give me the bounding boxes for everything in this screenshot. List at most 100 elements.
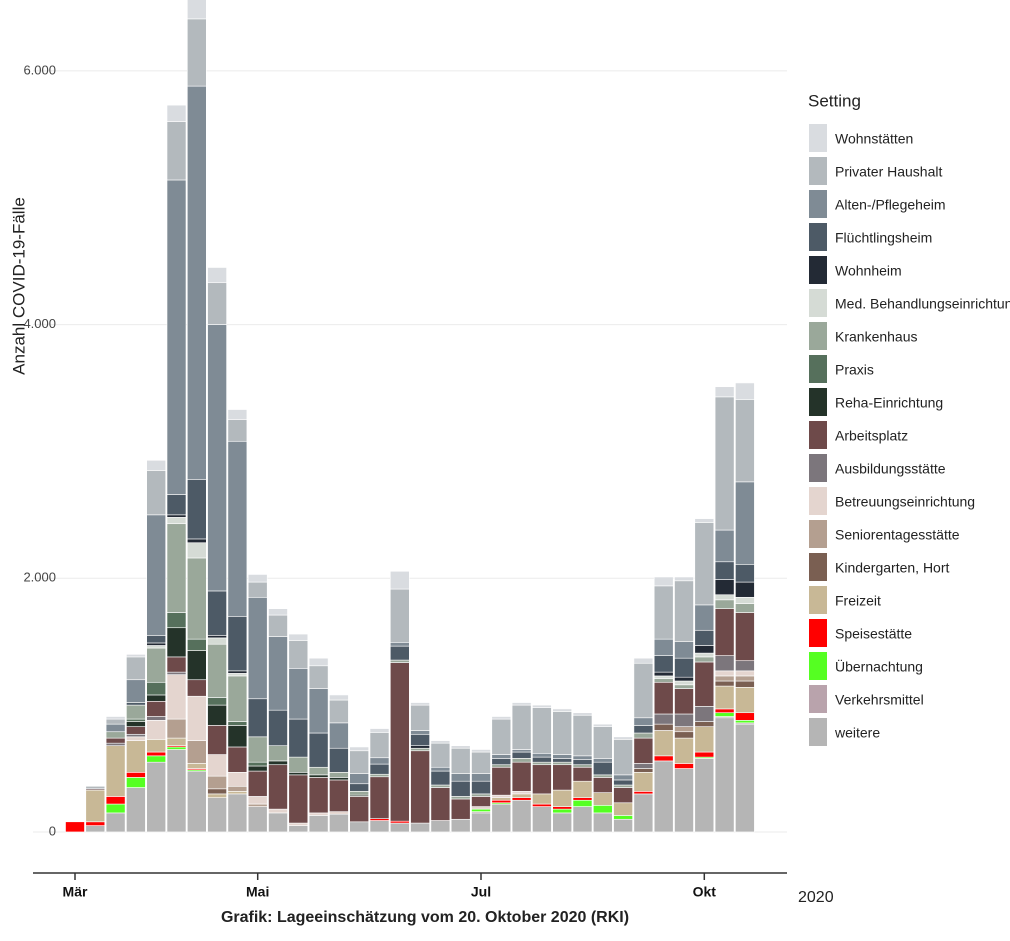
bar-segment	[146, 645, 166, 649]
bar-segment	[247, 796, 268, 805]
bar-segment	[613, 802, 633, 816]
bar-segment	[714, 594, 735, 601]
bar-segment	[207, 754, 227, 777]
bar-segment	[288, 640, 309, 669]
bar-segment	[329, 747, 349, 773]
bar-segment	[674, 657, 694, 678]
bar-segment	[349, 750, 370, 774]
bar-segment	[633, 763, 654, 769]
bar-segment	[714, 608, 735, 656]
bar-segment	[491, 764, 512, 768]
bar-segment	[105, 745, 126, 797]
bar-segment	[410, 822, 430, 833]
bar-segment	[674, 641, 694, 659]
bar-segment	[329, 772, 349, 778]
bar-segment	[511, 704, 532, 750]
bar-segment	[166, 612, 187, 629]
legend-label: Flüchtlingsheim	[835, 230, 932, 246]
legend-swatch	[809, 421, 827, 449]
bar-segment	[694, 518, 715, 523]
bar-segment	[207, 797, 227, 833]
bar-segment	[572, 759, 593, 766]
legend-swatch	[809, 652, 827, 680]
bar-segment	[105, 737, 126, 744]
bar-segment	[227, 721, 248, 726]
bar-segment	[633, 662, 654, 719]
bar-segment	[633, 657, 654, 664]
bar-segment	[592, 805, 613, 814]
bar-segment	[389, 588, 410, 643]
bar-segment	[653, 723, 674, 731]
bar-segment	[694, 656, 715, 663]
bar-segment	[674, 726, 694, 733]
bar-segment	[268, 812, 288, 833]
bar-segment	[207, 637, 227, 645]
bar-segment	[369, 728, 390, 733]
bar-segment	[389, 659, 410, 663]
bar-segment	[674, 768, 694, 833]
bar-segment	[653, 678, 674, 683]
bar-segment	[349, 821, 370, 833]
y-tick-label: 4.000	[23, 316, 56, 331]
bar-segment	[714, 685, 735, 710]
bar-segment	[532, 764, 552, 795]
bar-segment	[146, 459, 166, 471]
legend-swatch	[809, 487, 827, 515]
bar-segment	[653, 585, 674, 640]
bar-segment	[85, 825, 106, 833]
bar-segment	[146, 739, 166, 753]
bar-segment	[450, 745, 471, 749]
bar-segment	[389, 645, 410, 661]
bar-segment	[126, 679, 146, 703]
bar-segment	[166, 104, 187, 122]
y-tick-label: 2.000	[23, 570, 56, 585]
bar-segment	[532, 756, 552, 763]
bar-segment	[187, 763, 207, 769]
bar-segment	[430, 742, 451, 768]
bar-segment	[126, 718, 146, 722]
bar-segment	[491, 766, 512, 796]
bar-segment	[288, 825, 309, 833]
bar-segment	[207, 590, 227, 636]
bar-segment	[207, 282, 227, 325]
bar-segment	[471, 806, 491, 810]
bar-segment	[126, 656, 146, 681]
bar-segment	[247, 596, 268, 700]
bar-segment	[572, 712, 593, 716]
bar-segment	[511, 749, 532, 753]
bar-segment	[166, 523, 187, 613]
bar-segment	[227, 409, 248, 421]
y-axis-label: Anzahl COVID-19-Fälle	[9, 197, 28, 375]
bar-segment	[572, 806, 593, 833]
x-tick-label: Jul	[471, 884, 491, 900]
bar-segment	[450, 818, 471, 833]
bar-segment	[65, 821, 85, 833]
bar-segment	[126, 733, 146, 738]
bar-segment	[349, 791, 370, 796]
legend-label: Seniorentagesstätte	[835, 527, 960, 543]
bar-segment	[105, 731, 126, 739]
x-tick-label: Mär	[63, 884, 88, 900]
bar-segment	[126, 740, 146, 773]
bar-segment	[369, 776, 390, 819]
bar-segment	[329, 813, 349, 833]
bar-segment	[735, 680, 755, 688]
bar-segment	[227, 791, 248, 795]
bar-segment	[735, 603, 755, 613]
legend-swatch	[809, 718, 827, 746]
bar-segment	[166, 737, 187, 746]
bar-segment	[735, 723, 755, 833]
bar-segment	[207, 324, 227, 592]
legend-swatch	[809, 190, 827, 218]
bar-segment	[187, 679, 207, 697]
bar-segment	[268, 808, 288, 814]
legend-label: Reha-Einrichtung	[835, 395, 943, 411]
bar-segment	[85, 789, 106, 823]
bar-segment	[633, 732, 654, 739]
bar-segment	[187, 695, 207, 741]
legend-swatch	[809, 586, 827, 614]
x-tick-label: Mai	[246, 884, 269, 900]
bar-segment	[227, 746, 248, 773]
bar-segment	[450, 747, 471, 774]
bar-segment	[288, 633, 309, 641]
